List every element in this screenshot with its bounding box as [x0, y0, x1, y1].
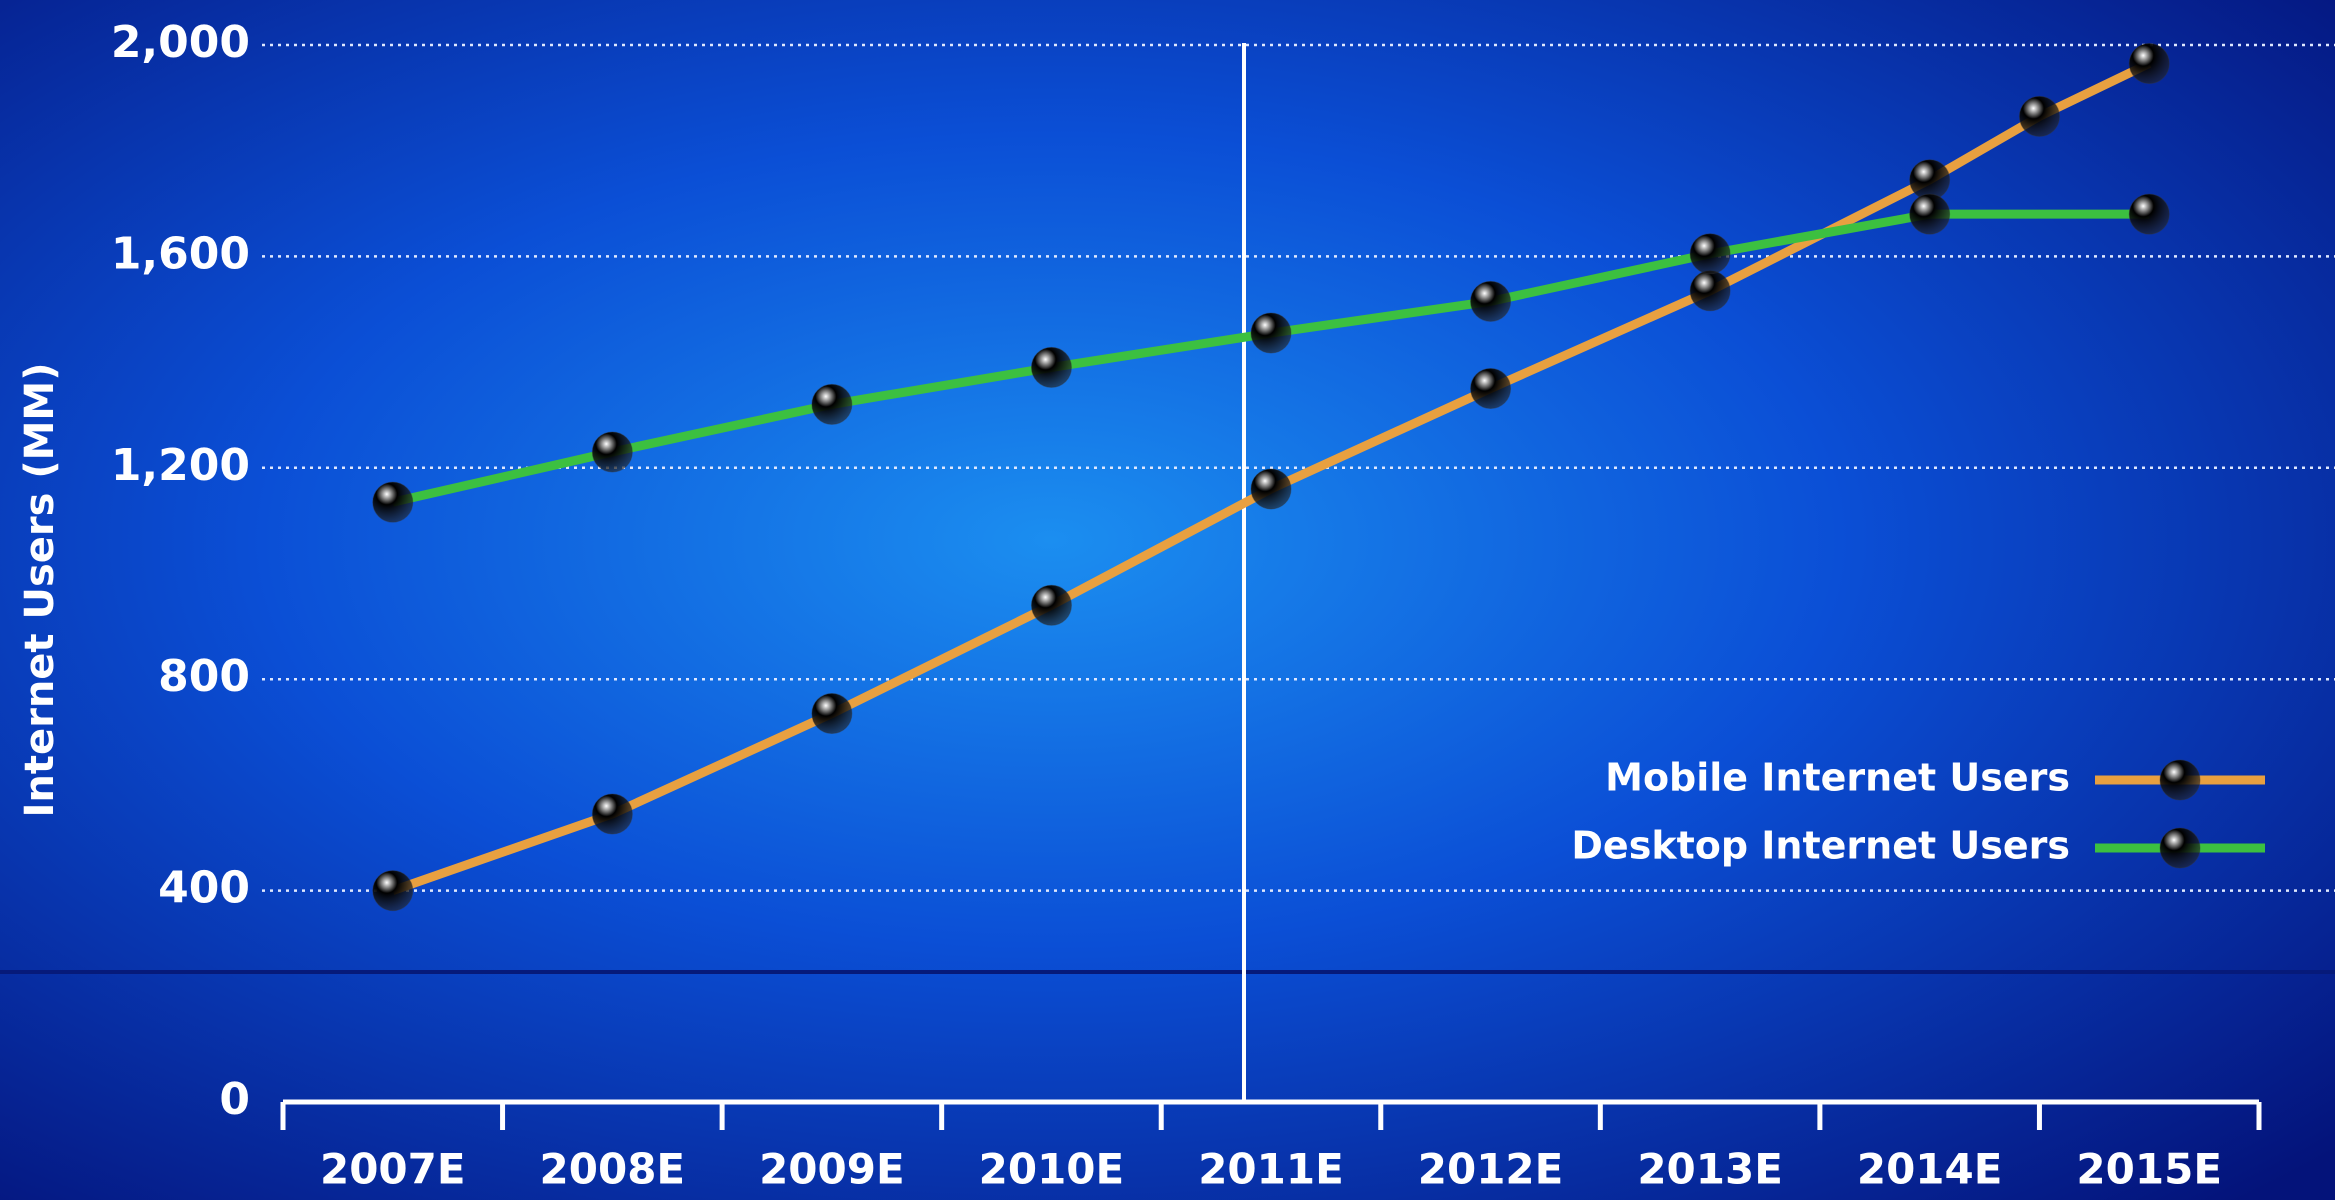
y-tick-label: 2,000	[111, 17, 250, 68]
y-tick-label: 1,200	[111, 440, 250, 491]
x-tick-label: 2008E	[540, 1145, 686, 1194]
legend-label: Desktop Internet Users	[1571, 824, 2070, 868]
data-point	[591, 793, 633, 835]
data-point	[1470, 368, 1512, 410]
data-point	[1250, 468, 1292, 510]
data-point	[1250, 312, 1292, 354]
y-tick-label: 0	[219, 1074, 250, 1125]
data-point	[1470, 280, 1512, 322]
series-line	[391, 59, 2152, 895]
y-tick-label: 400	[158, 863, 250, 914]
y-axis-label: Internet Users (MM)	[17, 362, 63, 817]
data-point	[591, 431, 633, 473]
data-point	[372, 870, 414, 912]
data-point	[811, 693, 853, 735]
x-tick-label: 2007E	[320, 1145, 466, 1194]
data-point	[1689, 270, 1731, 312]
y-tick-label: 1,600	[111, 228, 250, 279]
legend-marker	[2159, 759, 2201, 801]
data-point	[1030, 346, 1072, 388]
x-tick-label: 2014E	[1857, 1145, 2003, 1194]
x-tick-label: 2015E	[2076, 1145, 2222, 1194]
data-point	[1030, 584, 1072, 626]
x-tick-label: 2013E	[1637, 1145, 1783, 1194]
data-point	[811, 383, 853, 425]
data-point	[2018, 95, 2060, 137]
x-tick-label: 2012E	[1418, 1145, 1564, 1194]
legend-label: Mobile Internet Users	[1605, 756, 2070, 800]
legend-marker	[2159, 827, 2201, 869]
y-tick-label: 800	[158, 651, 250, 702]
data-point	[2128, 193, 2170, 235]
data-point	[1689, 233, 1731, 275]
data-point	[1909, 193, 1951, 235]
data-point	[372, 481, 414, 523]
x-tick-label: 2010E	[979, 1145, 1125, 1194]
x-tick-label: 2009E	[759, 1145, 905, 1194]
data-point	[2128, 42, 2170, 84]
x-tick-label: 2011E	[1198, 1145, 1344, 1194]
